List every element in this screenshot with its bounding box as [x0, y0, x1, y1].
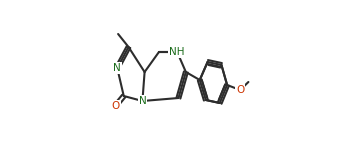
Text: O: O: [111, 101, 120, 111]
Text: N: N: [139, 96, 146, 106]
Text: N: N: [113, 63, 121, 73]
Text: O: O: [236, 85, 244, 95]
Text: NH: NH: [169, 47, 185, 57]
